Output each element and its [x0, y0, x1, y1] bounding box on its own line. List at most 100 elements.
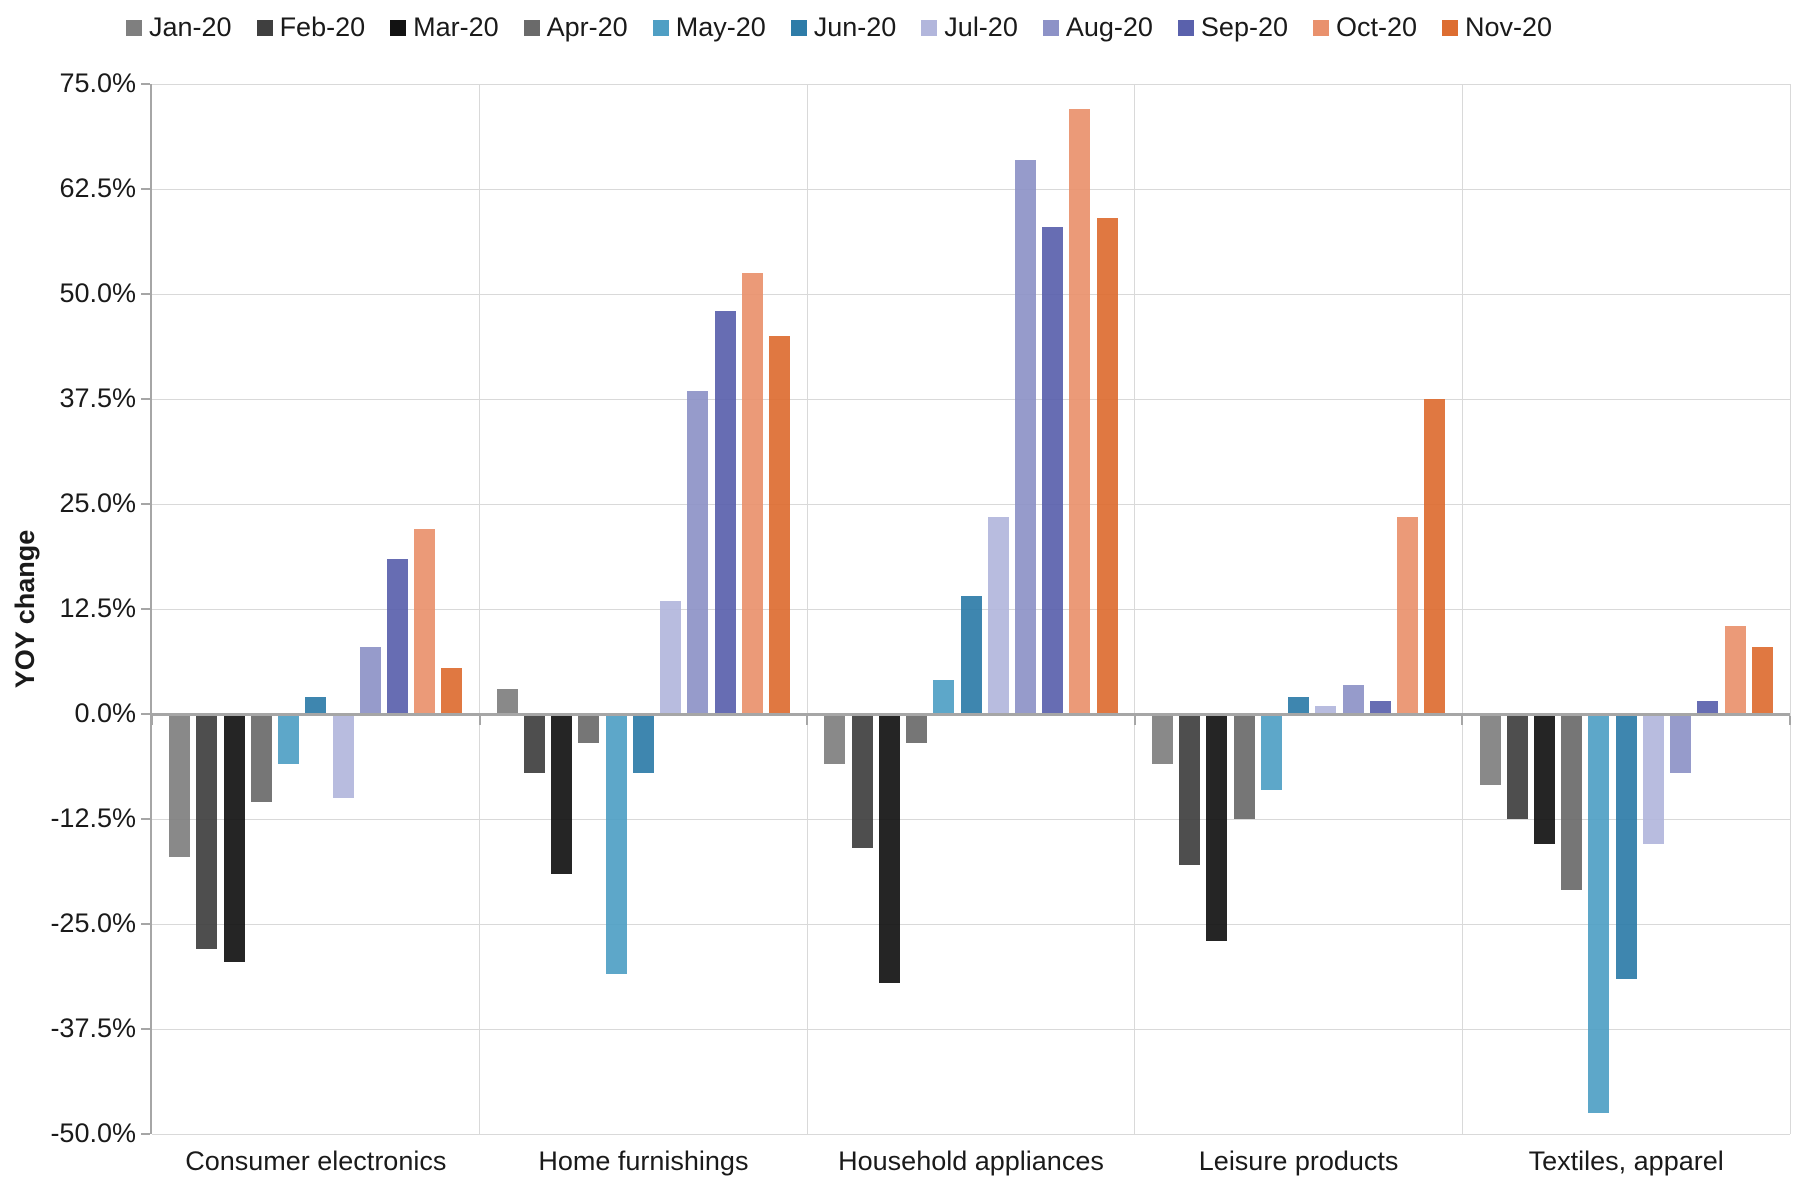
- legend-swatch-icon: [390, 19, 407, 36]
- legend-item-may-20: May-20: [652, 12, 766, 43]
- bar-jun-20-4: [1615, 714, 1637, 979]
- category-label: Home furnishings: [538, 1146, 749, 1176]
- legend-label: Oct-20: [1336, 12, 1418, 42]
- gridline-37.5%: [152, 398, 1790, 400]
- y-tick-label: 0.0%: [74, 698, 136, 728]
- bar-aug-20-3: [1342, 684, 1364, 714]
- bar-jun-20-1: [632, 714, 654, 773]
- legend-label: Nov-20: [1465, 12, 1553, 42]
- bar-jan-20-1: [496, 688, 518, 714]
- bar-mar-20-1: [551, 714, 573, 874]
- bar-nov-20-4: [1751, 646, 1773, 714]
- bar-apr-20-4: [1561, 714, 1583, 891]
- category-separator: [479, 84, 481, 1134]
- legend-swatch-icon: [652, 19, 669, 36]
- category-separator: [806, 84, 808, 1134]
- bar-oct-20-4: [1724, 625, 1746, 714]
- bar-oct-20-1: [741, 273, 763, 714]
- y-tick-label: 62.5%: [59, 173, 136, 203]
- legend-swatch-icon: [256, 19, 273, 36]
- gridline--37.5%: [152, 1028, 1790, 1030]
- legend-label: May-20: [675, 12, 766, 42]
- y-axis-tick: [141, 923, 150, 925]
- category-axis-tick: [1789, 715, 1791, 725]
- bar-may-20-4: [1588, 714, 1610, 1113]
- y-axis-tick: [141, 1028, 150, 1030]
- y-axis-tick: [141, 1133, 150, 1135]
- legend-item-aug-20: Aug-20: [1042, 12, 1153, 43]
- bar-jan-20-4: [1479, 714, 1501, 786]
- category-axis-tick: [151, 715, 153, 725]
- gridline-75.0%: [152, 83, 1790, 85]
- y-axis-tick: [141, 293, 150, 295]
- bar-feb-20-0: [196, 714, 218, 950]
- y-tick-label: -25.0%: [50, 908, 136, 938]
- gridline--50.0%: [152, 1133, 1790, 1135]
- bar-jul-20-0: [332, 714, 354, 798]
- bar-jun-20-3: [1288, 697, 1310, 714]
- bar-jan-20-3: [1151, 714, 1173, 765]
- legend-item-jul-20: Jul-20: [921, 12, 1018, 43]
- legend-swatch-icon: [1313, 19, 1329, 36]
- bar-jan-20-2: [824, 714, 846, 765]
- legend-item-feb-20: Feb-20: [256, 12, 366, 43]
- gridline-62.5%: [152, 188, 1790, 190]
- category-separator: [1134, 84, 1136, 1134]
- plot-area: [141, 83, 1791, 1135]
- bar-may-20-0: [278, 714, 300, 765]
- legend-item-nov-20: Nov-20: [1442, 12, 1552, 43]
- legend-swatch-icon: [1042, 19, 1059, 36]
- bar-nov-20-1: [769, 336, 791, 714]
- chart-legend: Jan-20 Feb-20 Mar-20 Apr-20 May-20 Jun-20 Jul-…: [126, 12, 1552, 43]
- legend-swatch-icon: [790, 19, 807, 36]
- bar-apr-20-0: [250, 714, 272, 803]
- legend-label: Sep-20: [1200, 12, 1288, 42]
- bar-may-20-2: [933, 680, 955, 714]
- y-axis-tick: [141, 503, 150, 505]
- bar-sep-20-0: [387, 558, 408, 714]
- bar-nov-20-2: [1096, 218, 1118, 714]
- legend-item-mar-20: Mar-20: [390, 12, 499, 43]
- y-tick-label: 25.0%: [59, 488, 136, 518]
- legend-swatch-icon: [1177, 19, 1194, 36]
- legend-label: Aug-20: [1065, 12, 1153, 42]
- category-axis-tick: [478, 715, 481, 725]
- bar-jun-20-2: [960, 596, 982, 714]
- bar-oct-20-2: [1069, 109, 1091, 714]
- legend-swatch-icon: [1442, 19, 1459, 36]
- category-label: Leisure products: [1198, 1146, 1399, 1176]
- bar-sep-20-1: [714, 310, 736, 714]
- gridline--12.5%: [152, 818, 1790, 820]
- bar-may-20-1: [605, 714, 627, 975]
- bar-jul-20-1: [660, 600, 682, 714]
- y-axis-tick: [141, 608, 150, 610]
- bar-jul-20-4: [1642, 714, 1664, 845]
- legend-label: Mar-20: [413, 12, 499, 42]
- gridline-50.0%: [152, 293, 1790, 295]
- zero-axis-line: [152, 712, 1790, 716]
- bar-aug-20-2: [1014, 159, 1036, 714]
- y-tick-label: -50.0%: [50, 1118, 136, 1148]
- category-axis-tick: [806, 715, 809, 725]
- category-label: Textiles, apparel: [1528, 1146, 1724, 1176]
- y-tick-label: -12.5%: [50, 803, 136, 833]
- bar-mar-20-4: [1533, 714, 1555, 845]
- legend-item-sep-20: Sep-20: [1177, 12, 1288, 43]
- bar-sep-20-3: [1369, 701, 1391, 714]
- bar-apr-20-1: [578, 714, 600, 744]
- gridline--25.0%: [152, 923, 1790, 925]
- bar-feb-20-2: [851, 714, 873, 849]
- y-tick-label: -37.5%: [50, 1013, 136, 1043]
- legend-label: Jul-20: [944, 12, 1018, 42]
- y-axis-tick: [141, 713, 150, 715]
- bar-mar-20-3: [1206, 714, 1228, 941]
- bar-sep-20-2: [1042, 226, 1064, 714]
- bar-may-20-3: [1260, 714, 1282, 790]
- legend-item-jan-20: Jan-20: [126, 12, 232, 43]
- legend-item-oct-20: Oct-20: [1313, 12, 1417, 43]
- legend-label: Feb-20: [279, 12, 366, 42]
- y-axis-line: [150, 84, 152, 1134]
- bar-jul-20-2: [987, 516, 1009, 714]
- legend-label: Jun-20: [813, 12, 897, 42]
